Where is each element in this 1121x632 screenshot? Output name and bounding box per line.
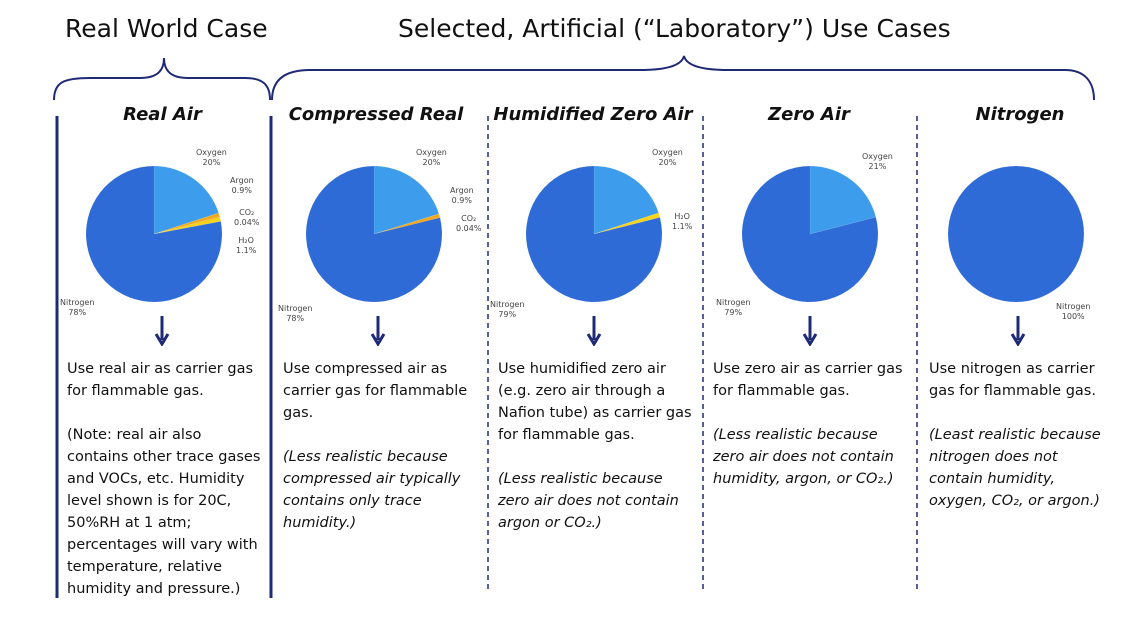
pie-label-argon: Argon 0.9%: [450, 186, 474, 205]
pie-label-oxygen: Oxygen 20%: [652, 148, 683, 167]
pie-slice-h2o: [593, 212, 661, 235]
pie-slice-nitrogen: [947, 165, 1085, 303]
pie-label-nitrogen: Nitrogen 78%: [60, 298, 95, 317]
pie-label-nitrogen: Nitrogen 79%: [716, 298, 751, 317]
pie-chart-humidified-zero-air: [525, 165, 663, 303]
pie-slice-argon: [373, 213, 441, 235]
pie-slice-argon: [153, 212, 221, 235]
pie-slice-oxygen: [153, 165, 219, 235]
pie-label-oxygen: Oxygen 21%: [862, 152, 893, 171]
pie-label-nitrogen: Nitrogen 100%: [1056, 302, 1091, 321]
pie-chart-nitrogen: [947, 165, 1085, 303]
pie-chart-zero-air: [741, 165, 879, 303]
col-title-real-air: Real Air: [123, 104, 202, 125]
pie-chart-compressed-real: [305, 165, 443, 303]
pie-slice-nitrogen: [305, 165, 443, 303]
down-arrow-icon: [802, 316, 818, 346]
pie-slice-nitrogen: [741, 165, 879, 303]
real-world-brace: [53, 57, 271, 101]
note-humidified-zero-air: (Less realistic because zero air does no…: [498, 471, 679, 531]
laboratory-brace: [271, 55, 1095, 101]
down-arrow-icon: [586, 316, 602, 346]
pie-label-h2o: H₂O 1.1%: [672, 212, 693, 231]
pie-label-co2: CO₂ 0.04%: [456, 214, 482, 233]
pie-slice-oxygen: [593, 165, 659, 235]
pie-label-oxygen: Oxygen 20%: [196, 148, 227, 167]
note-zero-air: (Less realistic because zero air does no…: [713, 427, 894, 487]
pie-label-oxygen: Oxygen 20%: [416, 148, 447, 167]
note-compressed-real: (Less realistic because compressed air t…: [283, 449, 461, 531]
down-arrow-icon: [370, 316, 386, 346]
pie-label-co2: CO₂ 0.04%: [234, 208, 260, 227]
down-arrow-icon: [1010, 316, 1026, 346]
note-nitrogen: (Least realistic because nitrogen does n…: [929, 427, 1101, 509]
pie-label-nitrogen: Nitrogen 79%: [490, 300, 525, 319]
col-title-nitrogen: Nitrogen: [975, 104, 1065, 125]
pie-chart-real-air: [85, 165, 223, 303]
pie-slice-nitrogen: [525, 165, 663, 303]
laboratory-use-cases-header: Selected, Artificial (“Laboratory”) Use …: [398, 14, 951, 43]
description-humidified-zero-air: Use humidified zero air (e.g. zero air t…: [498, 361, 692, 443]
pie-slice-oxygen: [809, 165, 877, 235]
description-nitrogen: Use nitrogen as carrier gas for flammabl…: [929, 361, 1096, 399]
col-title-zero-air: Zero Air: [768, 104, 850, 125]
pie-label-h2o: H₂O 1.1%: [236, 236, 257, 255]
pie-label-nitrogen: Nitrogen 78%: [278, 304, 313, 323]
pie-label-argon: Argon 0.9%: [230, 176, 254, 195]
col-title-compressed-real: Compressed Real: [288, 104, 464, 125]
note-real-air: (Note: real air also contains other trac…: [67, 427, 261, 597]
pie-slice-h2o: [153, 216, 222, 235]
pie-slice-oxygen: [373, 165, 440, 235]
down-arrow-icon: [154, 316, 170, 346]
real-world-case-header: Real World Case: [65, 14, 268, 43]
pie-slice-nitrogen: [85, 165, 223, 303]
col-title-humidified-zero-air: Humidified Zero Air: [493, 104, 693, 125]
description-zero-air: Use zero air as carrier gas for flammabl…: [713, 361, 903, 399]
description-real-air: Use real air as carrier gas for flammabl…: [67, 361, 254, 399]
description-compressed-real: Use compressed air as carrier gas for fl…: [283, 361, 468, 421]
